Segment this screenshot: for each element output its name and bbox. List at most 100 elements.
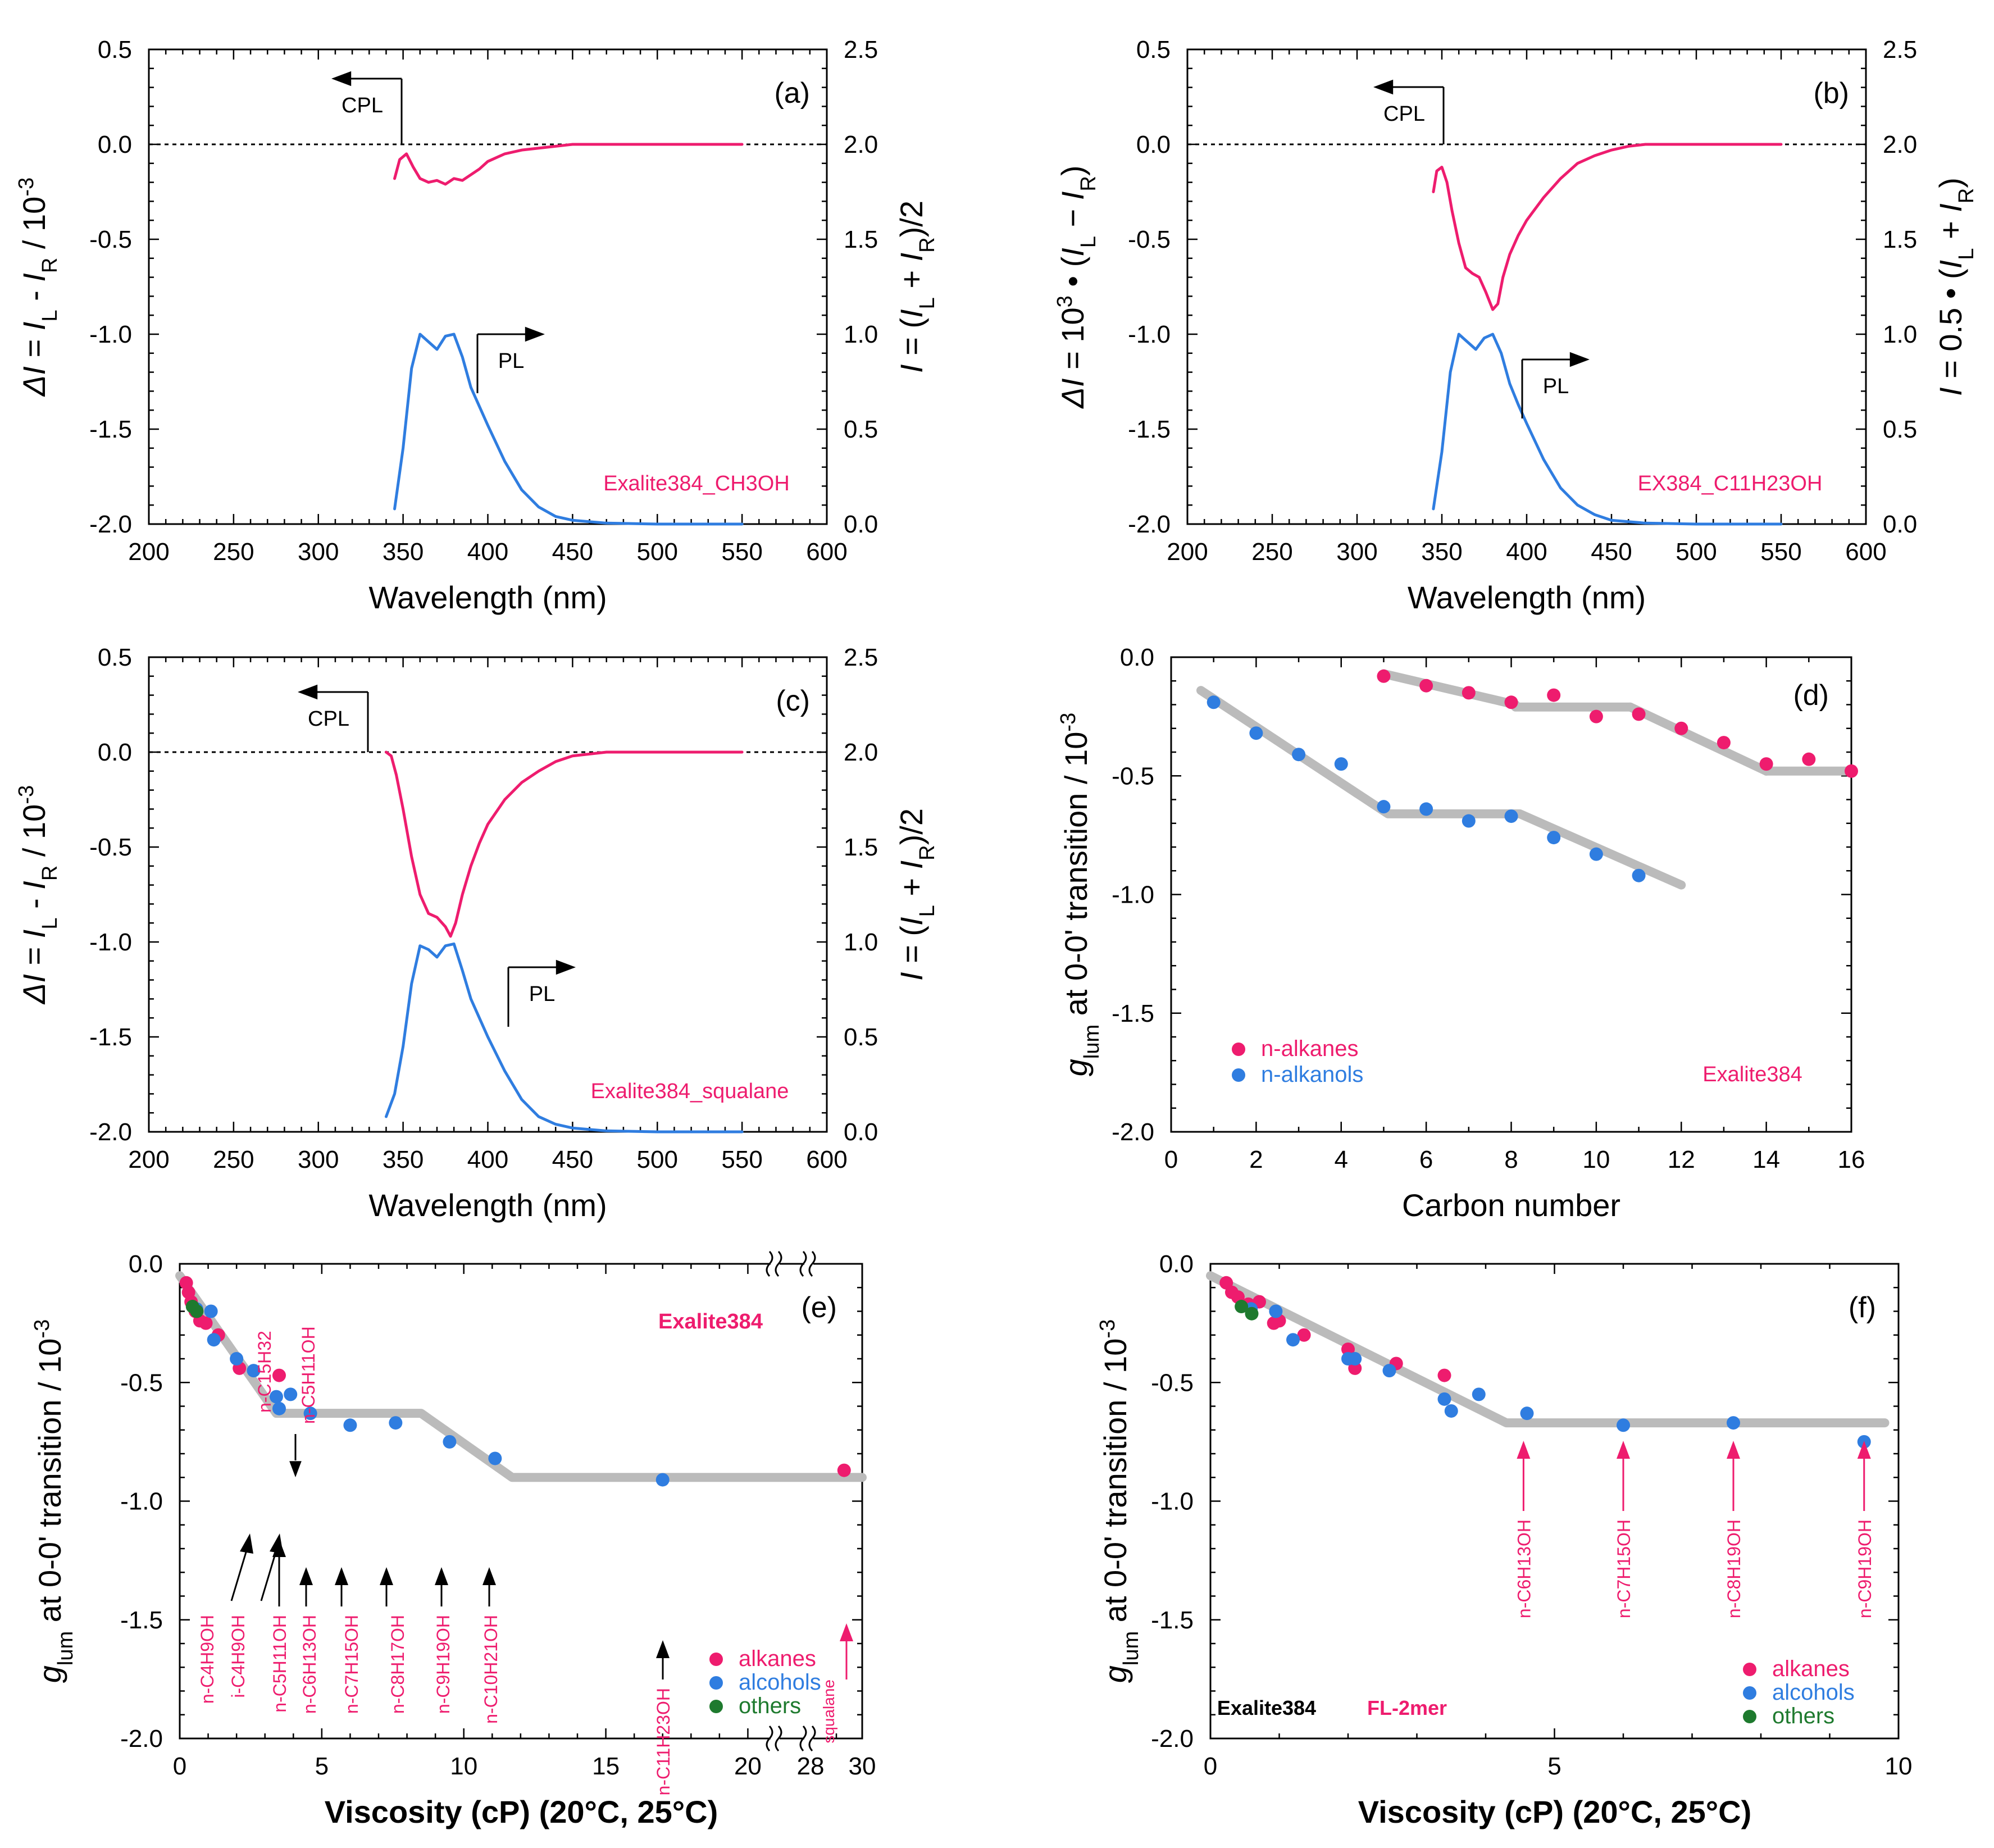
label-part: R	[916, 237, 939, 253]
compound-label: n-C5H11OH	[298, 1326, 318, 1424]
x-tick-label: 0	[173, 1753, 186, 1780]
n-alkanes-point	[1377, 669, 1391, 683]
x-tick-label: 0	[1204, 1753, 1217, 1780]
alcohols-point	[1520, 1407, 1534, 1421]
x-tick-label: 450	[552, 1146, 593, 1173]
alcohols-point	[1382, 1364, 1396, 1378]
cpl-label: CPL	[308, 707, 349, 731]
alcohols-point	[343, 1418, 357, 1432]
alcohols-point	[443, 1435, 457, 1449]
label-part: =	[16, 330, 52, 366]
label-part: -	[16, 890, 52, 918]
label-part: R	[1077, 176, 1100, 192]
y2-tick-label: 0.5	[844, 1023, 878, 1051]
x-tick-label: 350	[383, 538, 424, 566]
x-tick-label: 600	[806, 1146, 847, 1173]
axis-break-mark	[775, 1250, 782, 1277]
label-part: lum	[54, 1631, 78, 1665]
arrow-head	[656, 1640, 670, 1658]
arrow-head	[380, 1567, 393, 1585]
sample-label: Exalite384_CH3OH	[603, 472, 790, 495]
label-part: L	[38, 917, 62, 929]
y-axis-title: glum at 0-0' transition / 10-3	[30, 1319, 78, 1683]
label-part: I	[894, 364, 929, 373]
n-alkanols-point	[1419, 802, 1433, 816]
y2-tick-label: 2.5	[844, 36, 878, 63]
legend-marker	[1232, 1068, 1245, 1082]
x-tick-label: 350	[383, 1146, 424, 1173]
y-tick-label: -2.0	[89, 511, 132, 538]
x-tick-label: 250	[213, 538, 254, 566]
legend-marker	[709, 1653, 723, 1666]
y-tick-label: -1.5	[120, 1606, 163, 1634]
x-tick-label: 550	[721, 538, 762, 566]
y-tick-label: -2.0	[1112, 1118, 1154, 1146]
alcohols-point	[1348, 1352, 1362, 1365]
y2-tick-label: 2.0	[1883, 131, 1917, 158]
compound-label: n-C15H32	[254, 1331, 275, 1413]
label-part: -3	[15, 785, 38, 804]
x-tick-label: 10	[450, 1753, 477, 1780]
label-part: Δ	[16, 983, 52, 1005]
x-tick-label: 5	[315, 1753, 329, 1780]
label-part: )/2	[894, 201, 929, 237]
y-tick-label: -1.5	[89, 416, 132, 443]
compound-label: n-C11H23OH	[653, 1688, 673, 1795]
arrow-head	[482, 1567, 496, 1585]
label-part: at 0-0' transition / 10	[32, 1339, 67, 1631]
n-alkanes-point	[1845, 764, 1858, 778]
arrow-head	[1857, 1441, 1871, 1459]
legend-marker	[709, 1700, 723, 1713]
alcohols-point	[1472, 1387, 1486, 1401]
label-part: I	[894, 253, 929, 262]
alkanes-point	[1297, 1328, 1311, 1342]
n-alkanes-point	[1632, 707, 1646, 721]
n-alkanols-point	[1207, 695, 1221, 709]
label-part: L	[1077, 236, 1100, 248]
x-tick-label: 400	[467, 1146, 508, 1173]
label-part: +	[1933, 212, 1968, 248]
label-part: at 0-0' transition / 10	[1058, 732, 1094, 1025]
axis-break-mark	[775, 1725, 782, 1752]
legend-label: alkanes	[739, 1646, 816, 1671]
y-tick-label: -2.0	[89, 1118, 132, 1146]
legend-marker	[1232, 1043, 1245, 1056]
x-tick-label: 20	[734, 1753, 762, 1780]
arrow-head	[1517, 1441, 1531, 1459]
compound-label: i-C4H9OH	[228, 1615, 248, 1698]
label-part: I	[16, 974, 52, 983]
alcohols-point	[1269, 1304, 1283, 1318]
y2-axis-title: I = 0.5 • (IL + IR)	[1933, 177, 1978, 396]
x-axis-title: Wavelength (nm)	[368, 1187, 607, 1223]
alcohols-point	[284, 1387, 298, 1401]
panel-label: (a)	[774, 77, 810, 110]
x-tick-label: 400	[467, 538, 508, 566]
label-part: lum	[1080, 1025, 1104, 1059]
alkanes-point	[199, 1316, 213, 1330]
n-alkanes-point	[1462, 686, 1476, 700]
legend-label: alkanes	[1772, 1656, 1850, 1681]
arrow-head	[299, 1567, 313, 1585]
arrow-head	[272, 1539, 286, 1557]
alcohols-point	[247, 1364, 261, 1378]
label-part: R	[38, 866, 62, 881]
compound-label: n-C6H13OH	[1514, 1519, 1534, 1618]
alcohols-point	[1617, 1418, 1630, 1432]
y2-tick-label: 1.5	[1883, 226, 1917, 253]
label-part: = (	[894, 318, 929, 365]
label-part: g	[1058, 1059, 1094, 1076]
y2-tick-label: 0.0	[844, 1118, 878, 1146]
legend-marker	[1743, 1686, 1756, 1700]
panel-e: 0 5 10 15 20 28 30 0.0 -0.5 -1.0 -1.5 -2.0 alkanesal…	[30, 1250, 876, 1829]
plot-frame	[1186, 48, 1867, 525]
panel-label: (d)	[1793, 679, 1829, 712]
x-tick-label: 30	[849, 1753, 876, 1780]
label-part: -3	[1057, 713, 1080, 732]
label-part: -3	[15, 177, 38, 197]
label-part: −	[1055, 200, 1090, 236]
y2-tick-label: 1.5	[844, 226, 878, 253]
x-tick-label: 200	[128, 1146, 169, 1173]
n-alkanes-point	[1759, 757, 1773, 771]
label-part: =	[16, 938, 52, 974]
n-alkanes-point	[1589, 709, 1603, 723]
